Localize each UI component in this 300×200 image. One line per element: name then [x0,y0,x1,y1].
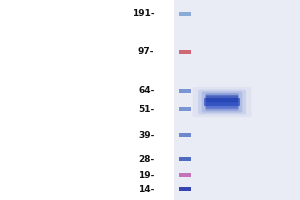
Bar [178,89,190,93]
FancyBboxPatch shape [204,98,240,106]
FancyBboxPatch shape [202,91,242,113]
FancyBboxPatch shape [193,87,251,117]
Bar [174,0,300,200]
Text: 51-: 51- [138,104,154,114]
Bar [178,12,190,16]
Bar [178,50,190,54]
Bar [178,133,190,137]
FancyBboxPatch shape [206,95,238,102]
FancyBboxPatch shape [205,93,239,111]
Bar [178,107,190,111]
FancyBboxPatch shape [198,90,246,114]
Text: 28-: 28- [138,154,154,164]
Text: 39-: 39- [138,130,154,140]
FancyBboxPatch shape [206,102,238,109]
Text: 191-: 191- [132,9,154,19]
Text: 97-: 97- [138,47,154,56]
Text: 14-: 14- [138,184,154,194]
Text: 19-: 19- [138,170,154,180]
Text: 64-: 64- [138,86,154,95]
Bar [178,187,190,191]
Bar [174,0,300,200]
Bar [178,157,190,161]
Bar [178,173,190,177]
